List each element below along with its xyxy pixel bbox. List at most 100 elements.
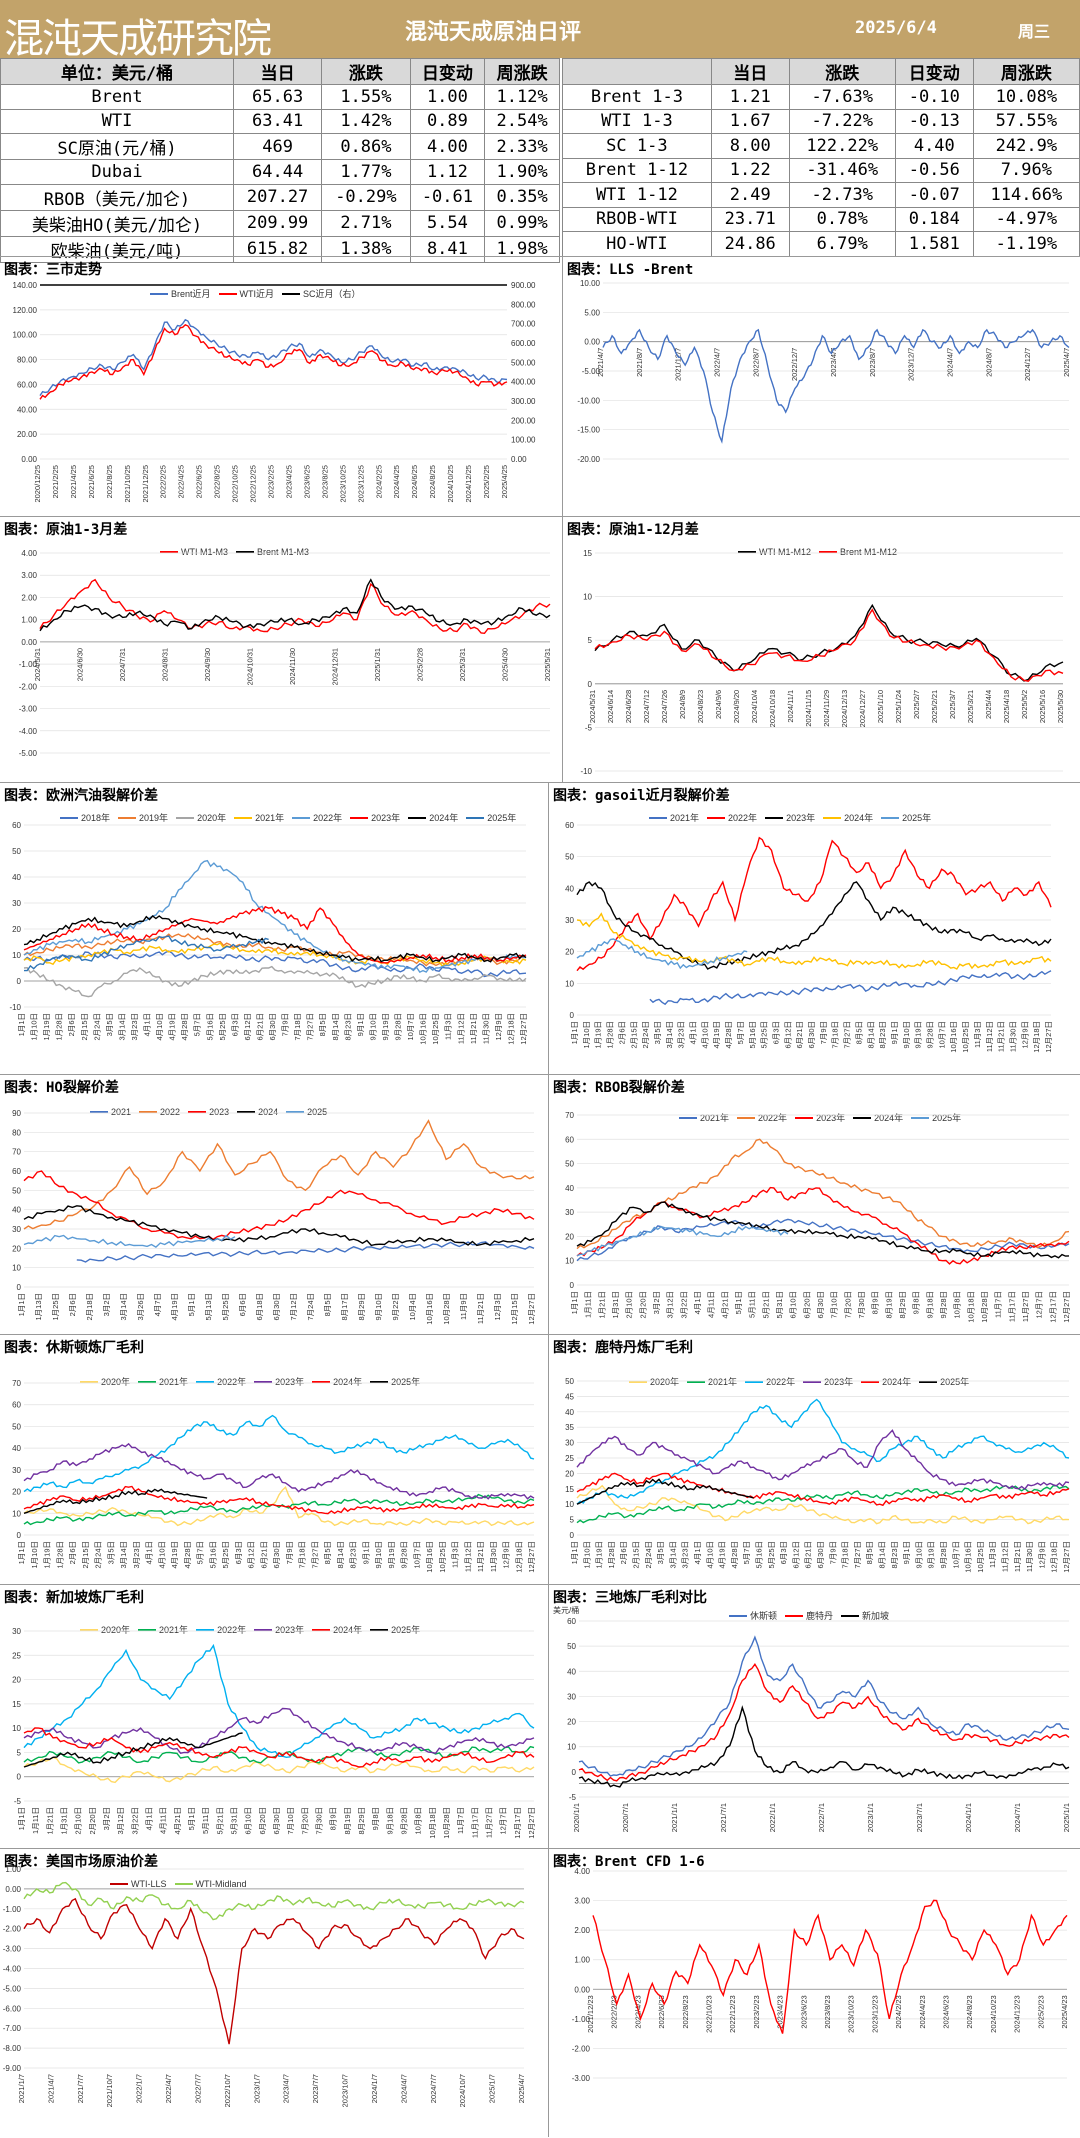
y-tick-label: -3.00 — [19, 705, 38, 714]
x-tick-label: 2025/5/16 — [1038, 690, 1047, 723]
x-tick-label: 5月11日 — [201, 1807, 210, 1834]
x-tick-label: 9月28日 — [939, 1291, 948, 1319]
x-tick-label: 2024/12/27 — [858, 690, 867, 728]
legend-item: 2022年 — [196, 1623, 246, 1636]
x-tick-label: 11月27日 — [485, 1807, 494, 1838]
x-tick-label: 2025/5/31 — [543, 648, 552, 681]
x-tick-label: 2022/10/7 — [223, 2074, 232, 2107]
x-tick-label: 2025/2/21 — [930, 690, 939, 723]
y-tick-label: 60 — [565, 821, 574, 830]
x-tick-label: 2024/7/12 — [642, 690, 651, 723]
x-tick-label: 4月28日 — [180, 1013, 189, 1041]
legend-label: 2025年 — [940, 1377, 970, 1387]
x-tick-label: 2023/4/25 — [284, 465, 293, 498]
table-cell: 242.9% — [972, 133, 1080, 159]
table-cell: Brent 1-3 — [562, 84, 712, 110]
y-tick-label: 20 — [12, 925, 21, 934]
header-bar: 混沌天成研究院 混沌天成原油日评 2025/6/4 周三 — [0, 0, 1080, 62]
x-tick-label: 2023/10/25 — [338, 465, 347, 503]
x-tick-label: 1月31日 — [60, 1807, 69, 1835]
y-tick-label: -20.00 — [577, 455, 600, 464]
legend-label: 2021年 — [708, 1377, 738, 1387]
y-tick-label: 50 — [12, 1186, 21, 1195]
x-tick-label: 9月10日 — [368, 1013, 377, 1041]
chart-svg: 4.00 3.00 2.00 1.00 0.00 -1.00 -2.00 -3.00 2021/… — [572, 1867, 1069, 2083]
y2-tick-label: 0.00 — [511, 455, 527, 464]
x-tick-label: 8月14日 — [866, 1021, 875, 1049]
y-tick-label: 4.00 — [574, 1867, 590, 1876]
x-tick-label: 3月2日 — [102, 1807, 111, 1830]
y-tick-label: -5 — [585, 723, 593, 732]
x-tick-label: 2022/4/7 — [164, 2074, 173, 2103]
legend-swatch — [687, 1380, 706, 1383]
legend-swatch — [218, 292, 237, 295]
x-tick-label: 1月13日 — [34, 1293, 43, 1321]
x-tick-label: 3月22日 — [130, 1807, 139, 1835]
y2-tick-label: 400.00 — [511, 378, 536, 387]
legend-item: 2020年 — [176, 811, 226, 824]
y-tick-label: 0.00 — [5, 1885, 21, 1894]
x-tick-label: 12月9日 — [1037, 1541, 1046, 1569]
x-tick-label: 2024/12/31 — [331, 648, 340, 686]
x-tick-label: 4月10日 — [155, 1013, 164, 1041]
y-tick-label: 4.00 — [21, 549, 37, 558]
x-tick-label: 2023/6/23 — [799, 1995, 808, 2028]
x-tick-label: 2022/8/25 — [213, 465, 222, 498]
x-tick-label: 2024/8/9 — [678, 690, 687, 719]
chart-panel-p1: 图表：三市走势 Brent近月 WTI近月 SC近月（右） 140.00 120.00 10… — [0, 256, 562, 516]
chart-legend: 2020年 2021年 2022年 2023年 2024年 2025年 — [629, 1375, 969, 1388]
legend-swatch — [466, 816, 485, 819]
report-weekday: 周三 — [1018, 22, 1051, 41]
x-tick-label: 2023/4/7 — [282, 2074, 291, 2103]
chart-title: 图表：RBOB裂解价差 — [553, 1080, 685, 1096]
x-tick-label: 2021/1/7 — [17, 2074, 26, 2103]
x-tick-label: 2月15日 — [629, 1021, 638, 1049]
y-tick-label: 0.00 — [21, 638, 37, 647]
x-tick-label: 3月23日 — [132, 1541, 141, 1569]
x-tick-label: 4月28日 — [724, 1021, 733, 1049]
table-row: RBOB（美元/加仑) 207.27 -0.29% -0.61 0.35% — [0, 183, 560, 211]
series-line-5 — [576, 1472, 1070, 1507]
legend-item: 2022年 — [745, 1375, 795, 1388]
x-tick-label: 2024/6/25 — [410, 465, 419, 498]
legend-item: Brent近月 — [150, 287, 211, 300]
legend-label: SC近月（右） — [303, 289, 361, 299]
x-tick-label: 9月10日 — [914, 1541, 923, 1569]
series-line-2 — [23, 1119, 535, 1230]
chart-panel-p2: 图表：LLS -Brent 10.00 5.00 0.00 -5.00 -10.00 -15… — [562, 256, 1080, 516]
legend-swatch — [188, 1111, 207, 1113]
y-tick-label: 10 — [565, 1500, 574, 1509]
table-cell: -0.13 — [894, 108, 974, 134]
x-tick-label: 1月10日 — [582, 1021, 591, 1049]
x-tick-label: 3月5日 — [656, 1541, 665, 1564]
table-cell: 57.55% — [972, 108, 1080, 134]
y-tick-label: 2.00 — [21, 593, 37, 602]
x-tick-label: 9月1日 — [890, 1021, 899, 1044]
legend-item: 2024年 — [312, 1375, 362, 1388]
x-tick-label: 11月12日 — [463, 1541, 472, 1572]
y-tick-label: 10.00 — [580, 279, 601, 288]
table-cell: -1.19% — [972, 231, 1080, 257]
y-tick-label: 50 — [565, 853, 574, 862]
x-tick-label: 2024/1/7 — [370, 2074, 379, 2103]
legend-swatch — [236, 551, 254, 553]
y-tick-label: 5 — [17, 1748, 22, 1757]
y-tick-label: 20 — [567, 1718, 576, 1727]
x-tick-label: 9月19日 — [387, 1541, 396, 1569]
x-tick-label: 5月16日 — [748, 1021, 757, 1049]
y-tick-label: -1.00 — [3, 1905, 22, 1914]
series-line-3 — [23, 1170, 535, 1241]
x-tick-label: 8月9日 — [871, 1291, 880, 1314]
x-tick-label: 4月1日 — [689, 1021, 698, 1044]
legend-label: 2023 — [209, 1107, 230, 1117]
table-cell: 6.79% — [788, 231, 896, 257]
series-line-6 — [576, 1478, 754, 1505]
x-tick-label: 2022/12/7 — [790, 348, 799, 381]
x-tick-label: 1月1日 — [17, 1807, 26, 1830]
y-tick-label: 30 — [12, 1225, 21, 1234]
x-tick-label: 2021/12/7 — [674, 348, 683, 381]
x-tick-label: 2024/12/7 — [1023, 348, 1032, 381]
x-tick-label: 5月7日 — [196, 1541, 205, 1564]
x-tick-label: 8月5日 — [318, 1013, 327, 1036]
